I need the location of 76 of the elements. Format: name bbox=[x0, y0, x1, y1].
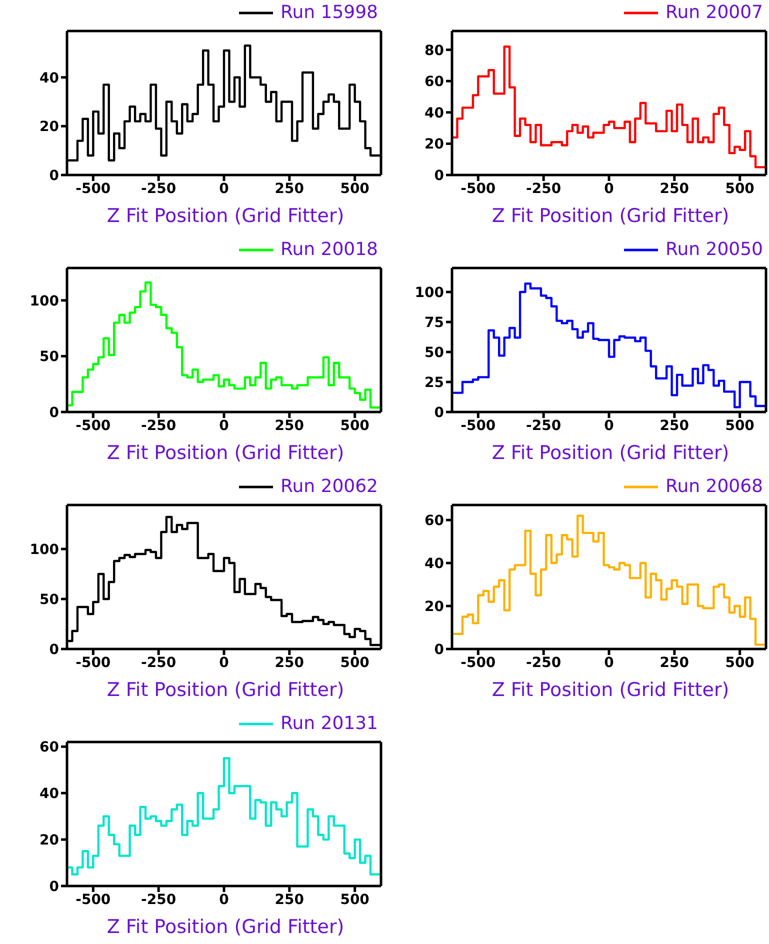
y-tick-label: 50 bbox=[424, 344, 444, 361]
x-tick-label: 0 bbox=[219, 418, 230, 434]
x-tick-label: 250 bbox=[274, 654, 304, 671]
y-tick-label: 100 bbox=[30, 293, 60, 310]
y-tick-label: 20 bbox=[40, 119, 60, 136]
y-tick-label: 25 bbox=[424, 374, 444, 391]
x-tick-label: 0 bbox=[604, 654, 614, 671]
legend-label: Run 20050 bbox=[666, 239, 763, 260]
x-tick-label: 500 bbox=[725, 654, 755, 671]
x-tick-label: 0 bbox=[219, 654, 230, 671]
y-tick-label: 60 bbox=[40, 740, 60, 756]
x-axis-title: Z Fit Position (Grid Fitter) bbox=[106, 442, 346, 464]
legend-label: Run 20062 bbox=[280, 476, 378, 497]
y-tick-label: 0 bbox=[49, 168, 60, 184]
x-tick-label: 500 bbox=[340, 180, 370, 197]
x-tick-label: -250 bbox=[141, 180, 176, 197]
y-tick-label: 20 bbox=[424, 136, 444, 153]
x-tick-label: 0 bbox=[219, 892, 230, 908]
y-tick-label: 40 bbox=[424, 105, 444, 122]
x-axis-title: Z Fit Position (Grid Fitter) bbox=[106, 205, 346, 227]
y-tick-label: 60 bbox=[424, 513, 444, 530]
x-tick-label: 0 bbox=[604, 418, 614, 434]
y-tick-label: 0 bbox=[49, 878, 60, 895]
y-tick-label: 40 bbox=[40, 70, 60, 86]
legend-label: Run 20131 bbox=[280, 713, 378, 734]
x-tick-label: -500 bbox=[460, 180, 496, 197]
x-tick-label: 250 bbox=[274, 892, 304, 908]
x-tick-label: 500 bbox=[725, 180, 755, 197]
x-tick-label: 500 bbox=[340, 418, 370, 434]
x-tick-label: -250 bbox=[141, 418, 176, 434]
x-axis-title: Z Fit Position (Grid Fitter) bbox=[490, 205, 730, 227]
x-tick-label: -500 bbox=[76, 180, 111, 197]
y-tick-label: 20 bbox=[424, 598, 444, 615]
y-tick-label: 100 bbox=[414, 284, 444, 301]
x-tick-label: -500 bbox=[76, 654, 111, 671]
x-tick-label: 250 bbox=[274, 418, 304, 434]
y-tick-label: 50 bbox=[40, 592, 60, 608]
y-tick-label: 0 bbox=[49, 404, 60, 421]
x-tick-label: -500 bbox=[460, 418, 496, 434]
x-tick-label: -250 bbox=[526, 418, 562, 434]
x-tick-label: 250 bbox=[660, 180, 690, 197]
x-tick-label: -500 bbox=[76, 418, 111, 434]
x-tick-label: -250 bbox=[526, 654, 562, 671]
x-tick-label: 250 bbox=[660, 418, 690, 434]
x-tick-label: 500 bbox=[340, 654, 370, 671]
y-tick-label: 80 bbox=[424, 42, 444, 59]
y-tick-label: 0 bbox=[434, 642, 444, 658]
x-tick-label: -250 bbox=[141, 892, 176, 908]
legend-label: Run 15998 bbox=[280, 2, 378, 23]
x-axis-title: Z Fit Position (Grid Fitter) bbox=[106, 916, 346, 938]
y-tick-label: 75 bbox=[424, 314, 444, 331]
x-tick-label: 0 bbox=[219, 180, 230, 197]
y-tick-label: 40 bbox=[424, 556, 444, 572]
legend-label: Run 20018 bbox=[280, 239, 378, 260]
x-axis-title: Z Fit Position (Grid Fitter) bbox=[490, 442, 730, 464]
x-axis-title: Z Fit Position (Grid Fitter) bbox=[490, 679, 730, 701]
y-tick-label: 20 bbox=[40, 832, 60, 849]
x-tick-label: -250 bbox=[526, 180, 562, 197]
x-tick-label: -500 bbox=[460, 654, 496, 671]
y-tick-label: 0 bbox=[434, 168, 444, 184]
y-tick-label: 60 bbox=[424, 74, 444, 90]
y-tick-label: 40 bbox=[40, 786, 60, 802]
x-tick-label: 500 bbox=[340, 892, 370, 908]
y-tick-label: 100 bbox=[30, 542, 60, 558]
x-tick-label: 500 bbox=[725, 418, 755, 434]
x-axis-title: Z Fit Position (Grid Fitter) bbox=[106, 679, 346, 701]
legend-label: Run 20068 bbox=[666, 476, 763, 497]
y-tick-label: 0 bbox=[49, 642, 60, 658]
legend-label: Run 20007 bbox=[666, 2, 763, 23]
x-tick-label: -250 bbox=[141, 654, 176, 671]
x-tick-label: -500 bbox=[76, 892, 111, 908]
y-tick-label: 50 bbox=[40, 349, 60, 366]
x-tick-label: 250 bbox=[660, 654, 690, 671]
x-tick-label: 0 bbox=[604, 180, 614, 197]
x-tick-label: 250 bbox=[274, 180, 304, 197]
y-tick-label: 0 bbox=[434, 404, 444, 421]
